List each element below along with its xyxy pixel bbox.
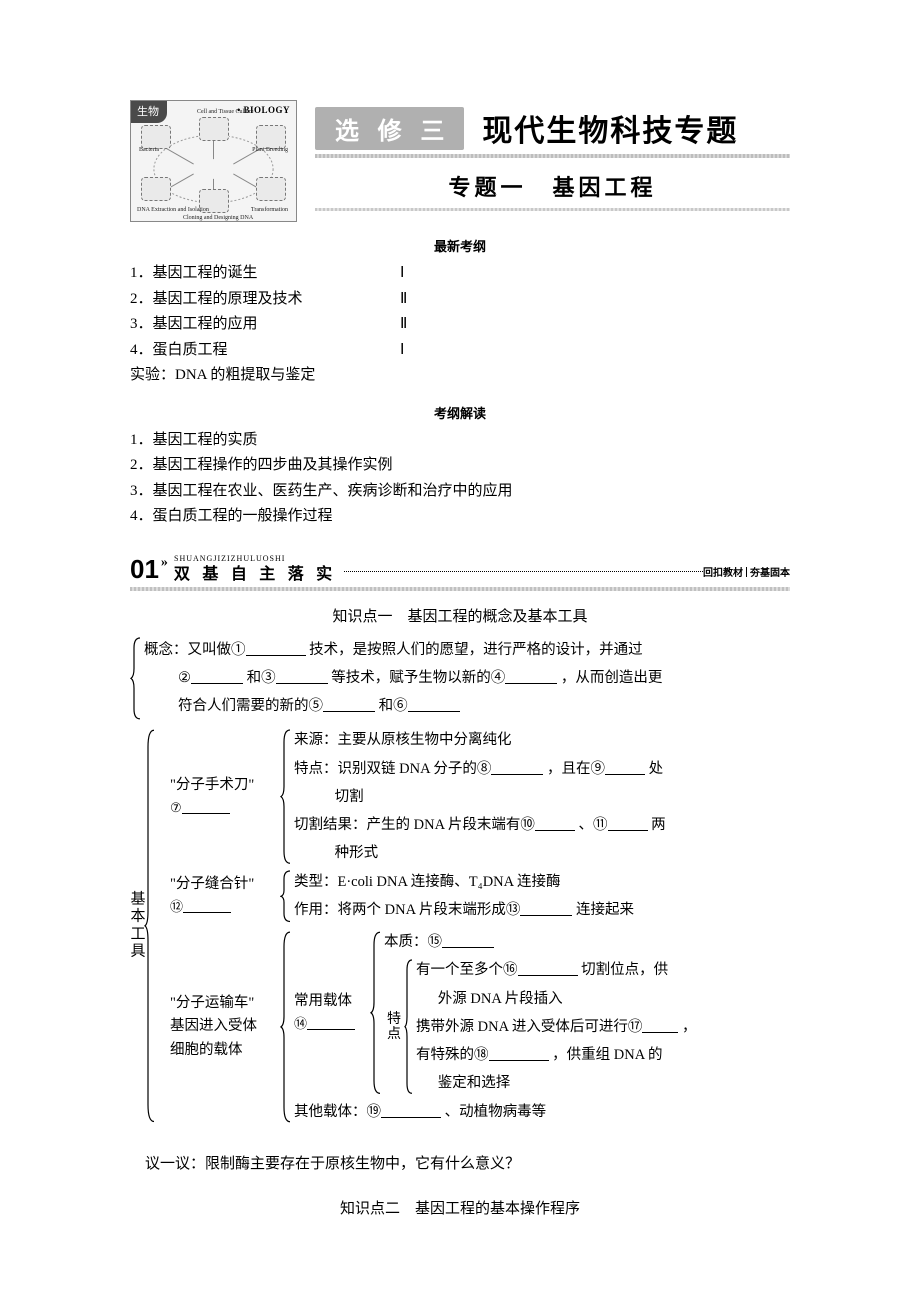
blank-16 bbox=[518, 961, 578, 977]
blank-14 bbox=[307, 1014, 355, 1030]
blank-7 bbox=[182, 798, 230, 814]
cover-subject-tab: 生物 bbox=[131, 101, 167, 123]
blank-5 bbox=[323, 697, 375, 713]
brace-icon bbox=[404, 956, 414, 1097]
interpret-item: 2．基因工程操作的四步曲及其操作实例 bbox=[130, 453, 790, 479]
header-rule bbox=[315, 154, 790, 158]
blank-8 bbox=[491, 759, 543, 775]
blank-13 bbox=[520, 900, 572, 916]
topic-title: 专题一 基因工程 bbox=[448, 175, 656, 200]
syllabus-level: Ⅰ bbox=[400, 338, 430, 364]
blank-3 bbox=[276, 668, 328, 684]
blank-17 bbox=[642, 1017, 678, 1033]
needle-row: "分子缝合针" ⑫ 类型：E·coli DNA 连接酶、T₄DNA 连接酶 作用… bbox=[170, 868, 790, 925]
syllabus-level: Ⅱ bbox=[400, 287, 430, 313]
syllabus-item: 3．基因工程的应用 bbox=[130, 312, 400, 338]
interpret-item: 3．基因工程在农业、医药生产、疾病诊断和治疗中的应用 bbox=[130, 479, 790, 505]
cover-diagram: Cell and Tissue Culture Plant Breeding B… bbox=[139, 123, 288, 215]
blank-9 bbox=[605, 759, 645, 775]
interpret-item: 4．蛋白质工程的一般操作过程 bbox=[130, 504, 790, 530]
syllabus-list: 1．基因工程的诞生Ⅰ 2．基因工程的原理及技术Ⅱ 3．基因工程的应用Ⅱ 4．蛋白… bbox=[130, 261, 790, 389]
brace-icon bbox=[370, 928, 382, 1098]
syllabus-level: Ⅰ bbox=[400, 261, 430, 287]
study-underbar bbox=[130, 587, 790, 591]
study-number: 01 bbox=[130, 554, 159, 585]
blank-1 bbox=[246, 640, 306, 656]
elective-badge: 选 修 三 bbox=[315, 107, 464, 150]
study-tail: 回扣教材夯基固本 bbox=[703, 564, 790, 579]
truck-row: "分子运输车" 基因进入受体 细胞的载体 常用载体 ⑭ bbox=[170, 928, 790, 1126]
knowledge-point-2-title: 知识点二 基因工程的基本操作程序 bbox=[130, 1197, 790, 1218]
blank-15 bbox=[442, 933, 494, 949]
brace-icon bbox=[280, 928, 292, 1126]
brace-icon bbox=[130, 636, 142, 721]
blank-6 bbox=[408, 697, 460, 713]
blank-10 bbox=[535, 816, 575, 832]
interpret-item: 1．基因工程的实质 bbox=[130, 428, 790, 454]
textbook-cover-image: 生物 • BIOLOGY Cell and Tissue C bbox=[130, 100, 297, 222]
blank-19 bbox=[381, 1102, 441, 1118]
concept-block: 概念：又叫做① 技术，是按照人们的愿望，进行严格的设计，并通过 ② 和③ 等技术… bbox=[130, 636, 790, 721]
syllabus-level: Ⅱ bbox=[400, 312, 430, 338]
main-title: 现代生物科技专题 bbox=[482, 106, 738, 150]
blank-11 bbox=[608, 816, 648, 832]
syllabus-experiment: 实验：DNA 的粗提取与鉴定 bbox=[130, 363, 790, 389]
discussion-prompt: 议一议：限制酶主要存在于原核生物中，它有什么意义？ bbox=[130, 1152, 790, 1173]
scalpel-row: "分子手术刀" ⑦ 来源：主要从原核生物中分离纯化 特点：识别双链 DNA 分子… bbox=[170, 726, 790, 867]
blank-12 bbox=[183, 897, 231, 913]
study-arrow-icon: » bbox=[161, 555, 168, 571]
brace-icon bbox=[280, 726, 292, 867]
study-title: 双 基 自 主 落 实 bbox=[174, 560, 336, 584]
syllabus-item: 2．基因工程的原理及技术 bbox=[130, 287, 400, 313]
blank-2 bbox=[191, 668, 243, 684]
knowledge-point-1-title: 知识点一 基因工程的概念及基本工具 bbox=[130, 605, 790, 626]
feature-vertical-label: 特点 bbox=[384, 956, 404, 1097]
syllabus-item: 1．基因工程的诞生 bbox=[130, 261, 400, 287]
brace-icon bbox=[280, 868, 292, 925]
interpret-list: 1．基因工程的实质 2．基因工程操作的四步曲及其操作实例 3．基因工程在农业、医… bbox=[130, 428, 790, 530]
interpret-heading: 考纲解读 bbox=[130, 403, 790, 422]
topic-rule bbox=[315, 208, 790, 211]
blank-4 bbox=[505, 668, 557, 684]
dotted-rule bbox=[344, 571, 703, 572]
syllabus-heading: 最新考纲 bbox=[130, 236, 790, 255]
blank-18 bbox=[489, 1046, 549, 1062]
syllabus-item: 4．蛋白质工程 bbox=[130, 338, 400, 364]
study-header: SHUANGJIZIZHULUOSHI 01 » 双 基 自 主 落 实 回扣教… bbox=[130, 554, 790, 585]
brace-icon bbox=[144, 726, 156, 1126]
tools-block: 基本工具 "分子手术刀" ⑦ 来源：主要从原核生物中分离纯化 bbox=[130, 726, 790, 1126]
